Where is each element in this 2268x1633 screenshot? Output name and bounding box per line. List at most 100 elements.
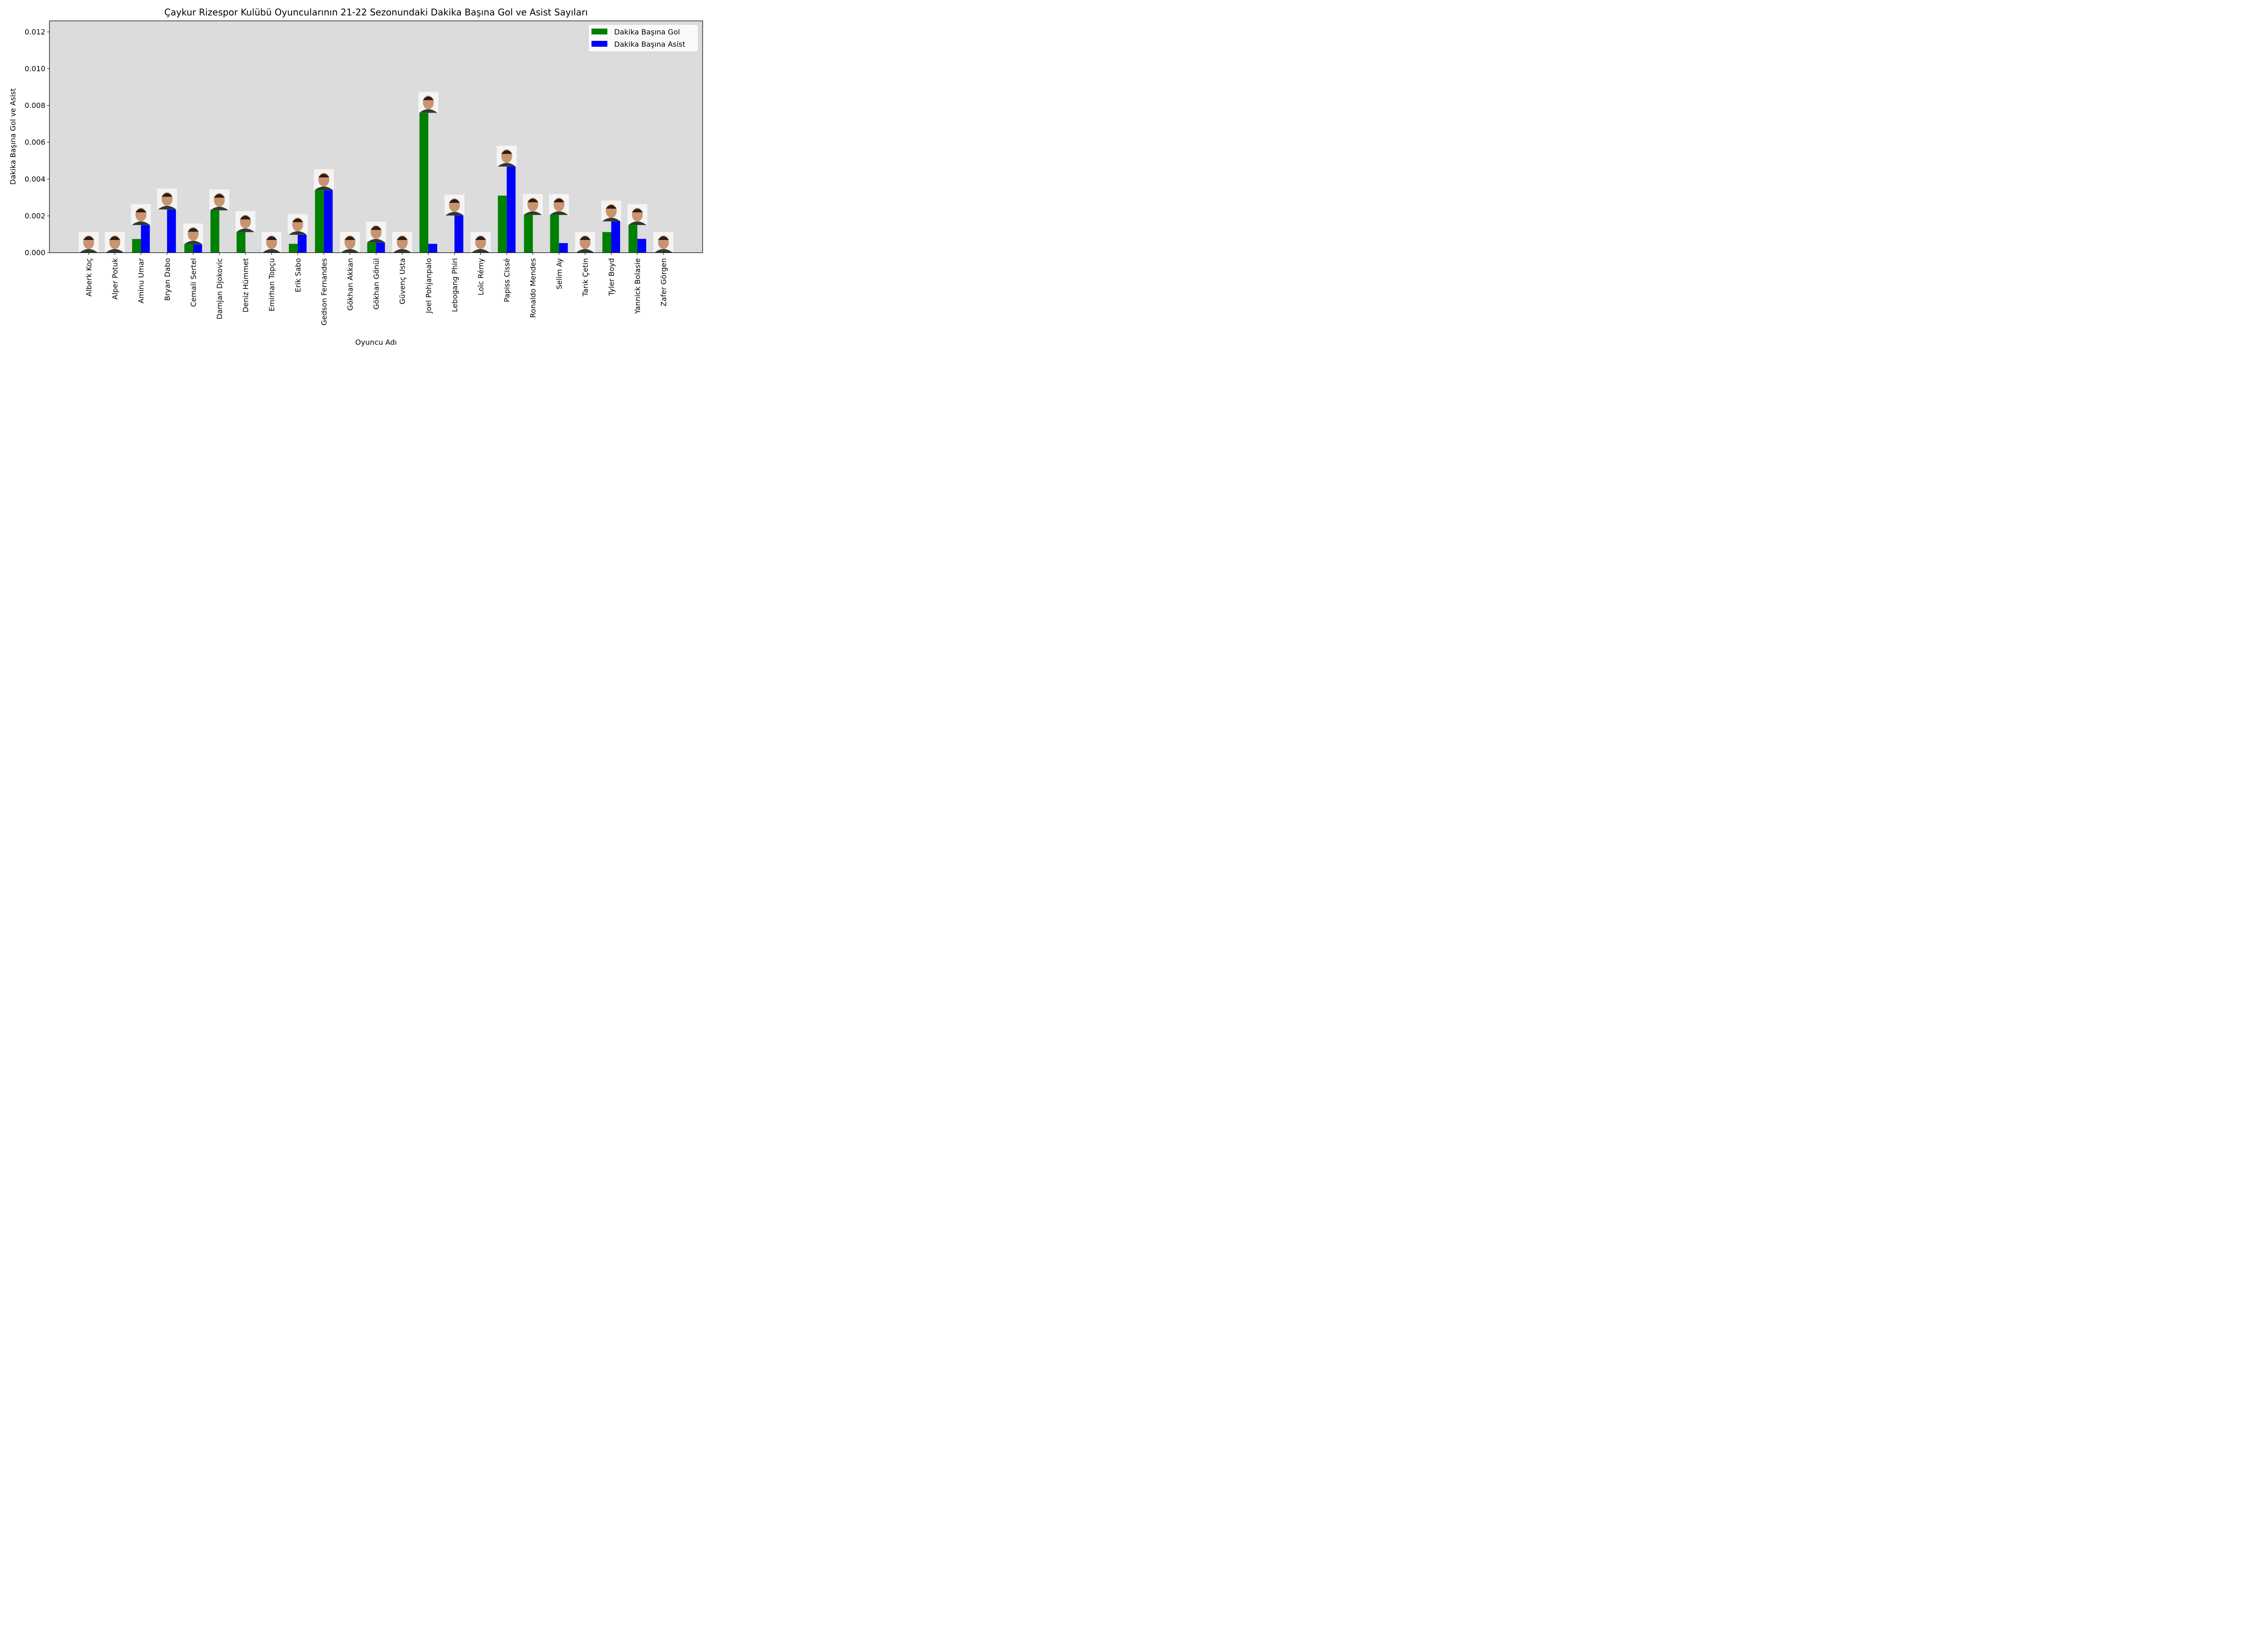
photo-hair (553, 198, 565, 202)
bar-goals-per-minute (236, 232, 246, 253)
photo-hair (371, 226, 382, 230)
bar-goals-per-minute (132, 239, 141, 253)
chart: Çaykur Rizespor Kulübü Oyuncularının 21-… (0, 0, 708, 354)
photo-shoulders (523, 211, 542, 215)
photo-hair (396, 236, 408, 240)
photo-hair (161, 193, 173, 197)
x-tick-label: Alberk Koç (85, 258, 93, 297)
player-photo (105, 232, 125, 253)
x-tick-label: Loïc Rémy (477, 258, 485, 295)
photo-hair (449, 199, 460, 203)
x-tick-label: Emirhan Topçu (268, 258, 276, 312)
photo-hair (240, 215, 251, 220)
bar-assists-per-minute (428, 244, 437, 253)
photo-shoulders (498, 163, 516, 167)
photo-shoulders (393, 249, 411, 253)
player-photo (523, 194, 543, 215)
bar-goals-per-minute (315, 190, 324, 253)
bar-goals-per-minute (602, 232, 611, 253)
x-tick-label: Joel Pohjanpalo (424, 258, 433, 313)
photo-hair (632, 209, 643, 213)
photo-shoulders (445, 212, 464, 216)
x-tick-label: Selim Ay (555, 258, 563, 289)
bar-goals-per-minute (288, 244, 298, 253)
x-tick-label: Gedson Fernandes (320, 258, 328, 326)
photo-hair (318, 174, 329, 178)
photo-shoulders (367, 239, 386, 243)
photo-hair (292, 218, 303, 222)
photo-hair (214, 194, 225, 198)
x-axis-title: Oyuncu Adı (355, 338, 397, 347)
photo-shoulders (576, 249, 594, 253)
photo-shoulders (184, 240, 202, 244)
legend: Dakika Başına Gol Dakika Başına Asist (588, 24, 699, 52)
bar-assists-per-minute (454, 215, 464, 253)
bar-goals-per-minute (524, 215, 533, 253)
player-photo (183, 223, 203, 244)
bar-assists-per-minute (141, 225, 150, 253)
plot-frame (49, 20, 703, 253)
bar-goals-per-minute (550, 215, 559, 253)
x-tick-label: Papiss Cissé (503, 258, 511, 302)
photo-hair (266, 236, 277, 240)
player-photo (549, 194, 569, 215)
photo-shoulders (236, 228, 255, 232)
plot-area (49, 21, 703, 253)
photo-hair (475, 236, 486, 240)
photo-shoulders (471, 249, 490, 253)
bar-assists-per-minute (167, 209, 176, 253)
x-tick-label: Erik Sabo (293, 258, 302, 292)
x-tick-label: Gökhan Akkan (346, 258, 355, 311)
bar-goals-per-minute (367, 242, 376, 253)
player-photo (497, 146, 517, 167)
legend-label: Dakika Başına Asist (614, 40, 685, 49)
player-photo (418, 92, 439, 113)
y-tick-label: 0.010 (24, 64, 45, 73)
photo-hair (83, 236, 94, 240)
x-tick-label: Alper Potuk (111, 258, 119, 299)
player-photo (78, 232, 99, 253)
photo-shoulders (550, 211, 568, 215)
photo-shoulders (288, 231, 307, 235)
photo-hair (135, 209, 147, 213)
photo-shoulders (341, 249, 359, 253)
x-tick-label: Aminu Umar (137, 258, 146, 303)
photo-hair (187, 228, 199, 232)
photo-shoulders (158, 205, 176, 210)
photo-shoulders (210, 206, 229, 210)
x-tick-label: Ronaldo Mendes (529, 258, 538, 318)
player-photo (157, 188, 177, 210)
y-tick-label: 0.012 (24, 28, 45, 36)
bar-assists-per-minute (193, 244, 202, 253)
player-photo (444, 195, 464, 216)
y-tick-label: 0.002 (24, 211, 45, 220)
player-photo (235, 211, 256, 232)
photo-shoulders (314, 186, 333, 191)
player-photo (288, 214, 308, 235)
player-photo (601, 200, 621, 222)
y-tick-label: 0.000 (24, 249, 45, 257)
bar-goals-per-minute (628, 225, 638, 253)
x-tick-label: Lebogang Phiri (450, 258, 459, 312)
player-photo (627, 204, 648, 225)
photo-hair (109, 236, 121, 240)
x-tick-label: Deniz Hümmet (241, 258, 250, 313)
player-photo (653, 232, 674, 253)
bar-assists-per-minute (323, 190, 333, 253)
player-photo (470, 232, 491, 253)
player-photo (209, 189, 230, 210)
photo-shoulders (132, 221, 150, 225)
chart-title: Çaykur Rizespor Kulübü Oyuncularının 21-… (164, 7, 588, 18)
bar-assists-per-minute (376, 242, 385, 253)
player-photo (366, 221, 386, 243)
bar-goals-per-minute (498, 196, 507, 253)
photo-hair (527, 198, 538, 202)
chart-marks: 0.000 0.002 0.004 0.006 0.008 0.010 0.012 Alber… (24, 28, 674, 326)
photo-shoulders (79, 249, 98, 253)
legend-box (588, 24, 699, 52)
legend-swatch (591, 29, 607, 34)
player-photo (340, 232, 360, 253)
photo-hair (658, 236, 669, 240)
bar-assists-per-minute (611, 221, 620, 253)
photo-shoulders (419, 109, 438, 113)
